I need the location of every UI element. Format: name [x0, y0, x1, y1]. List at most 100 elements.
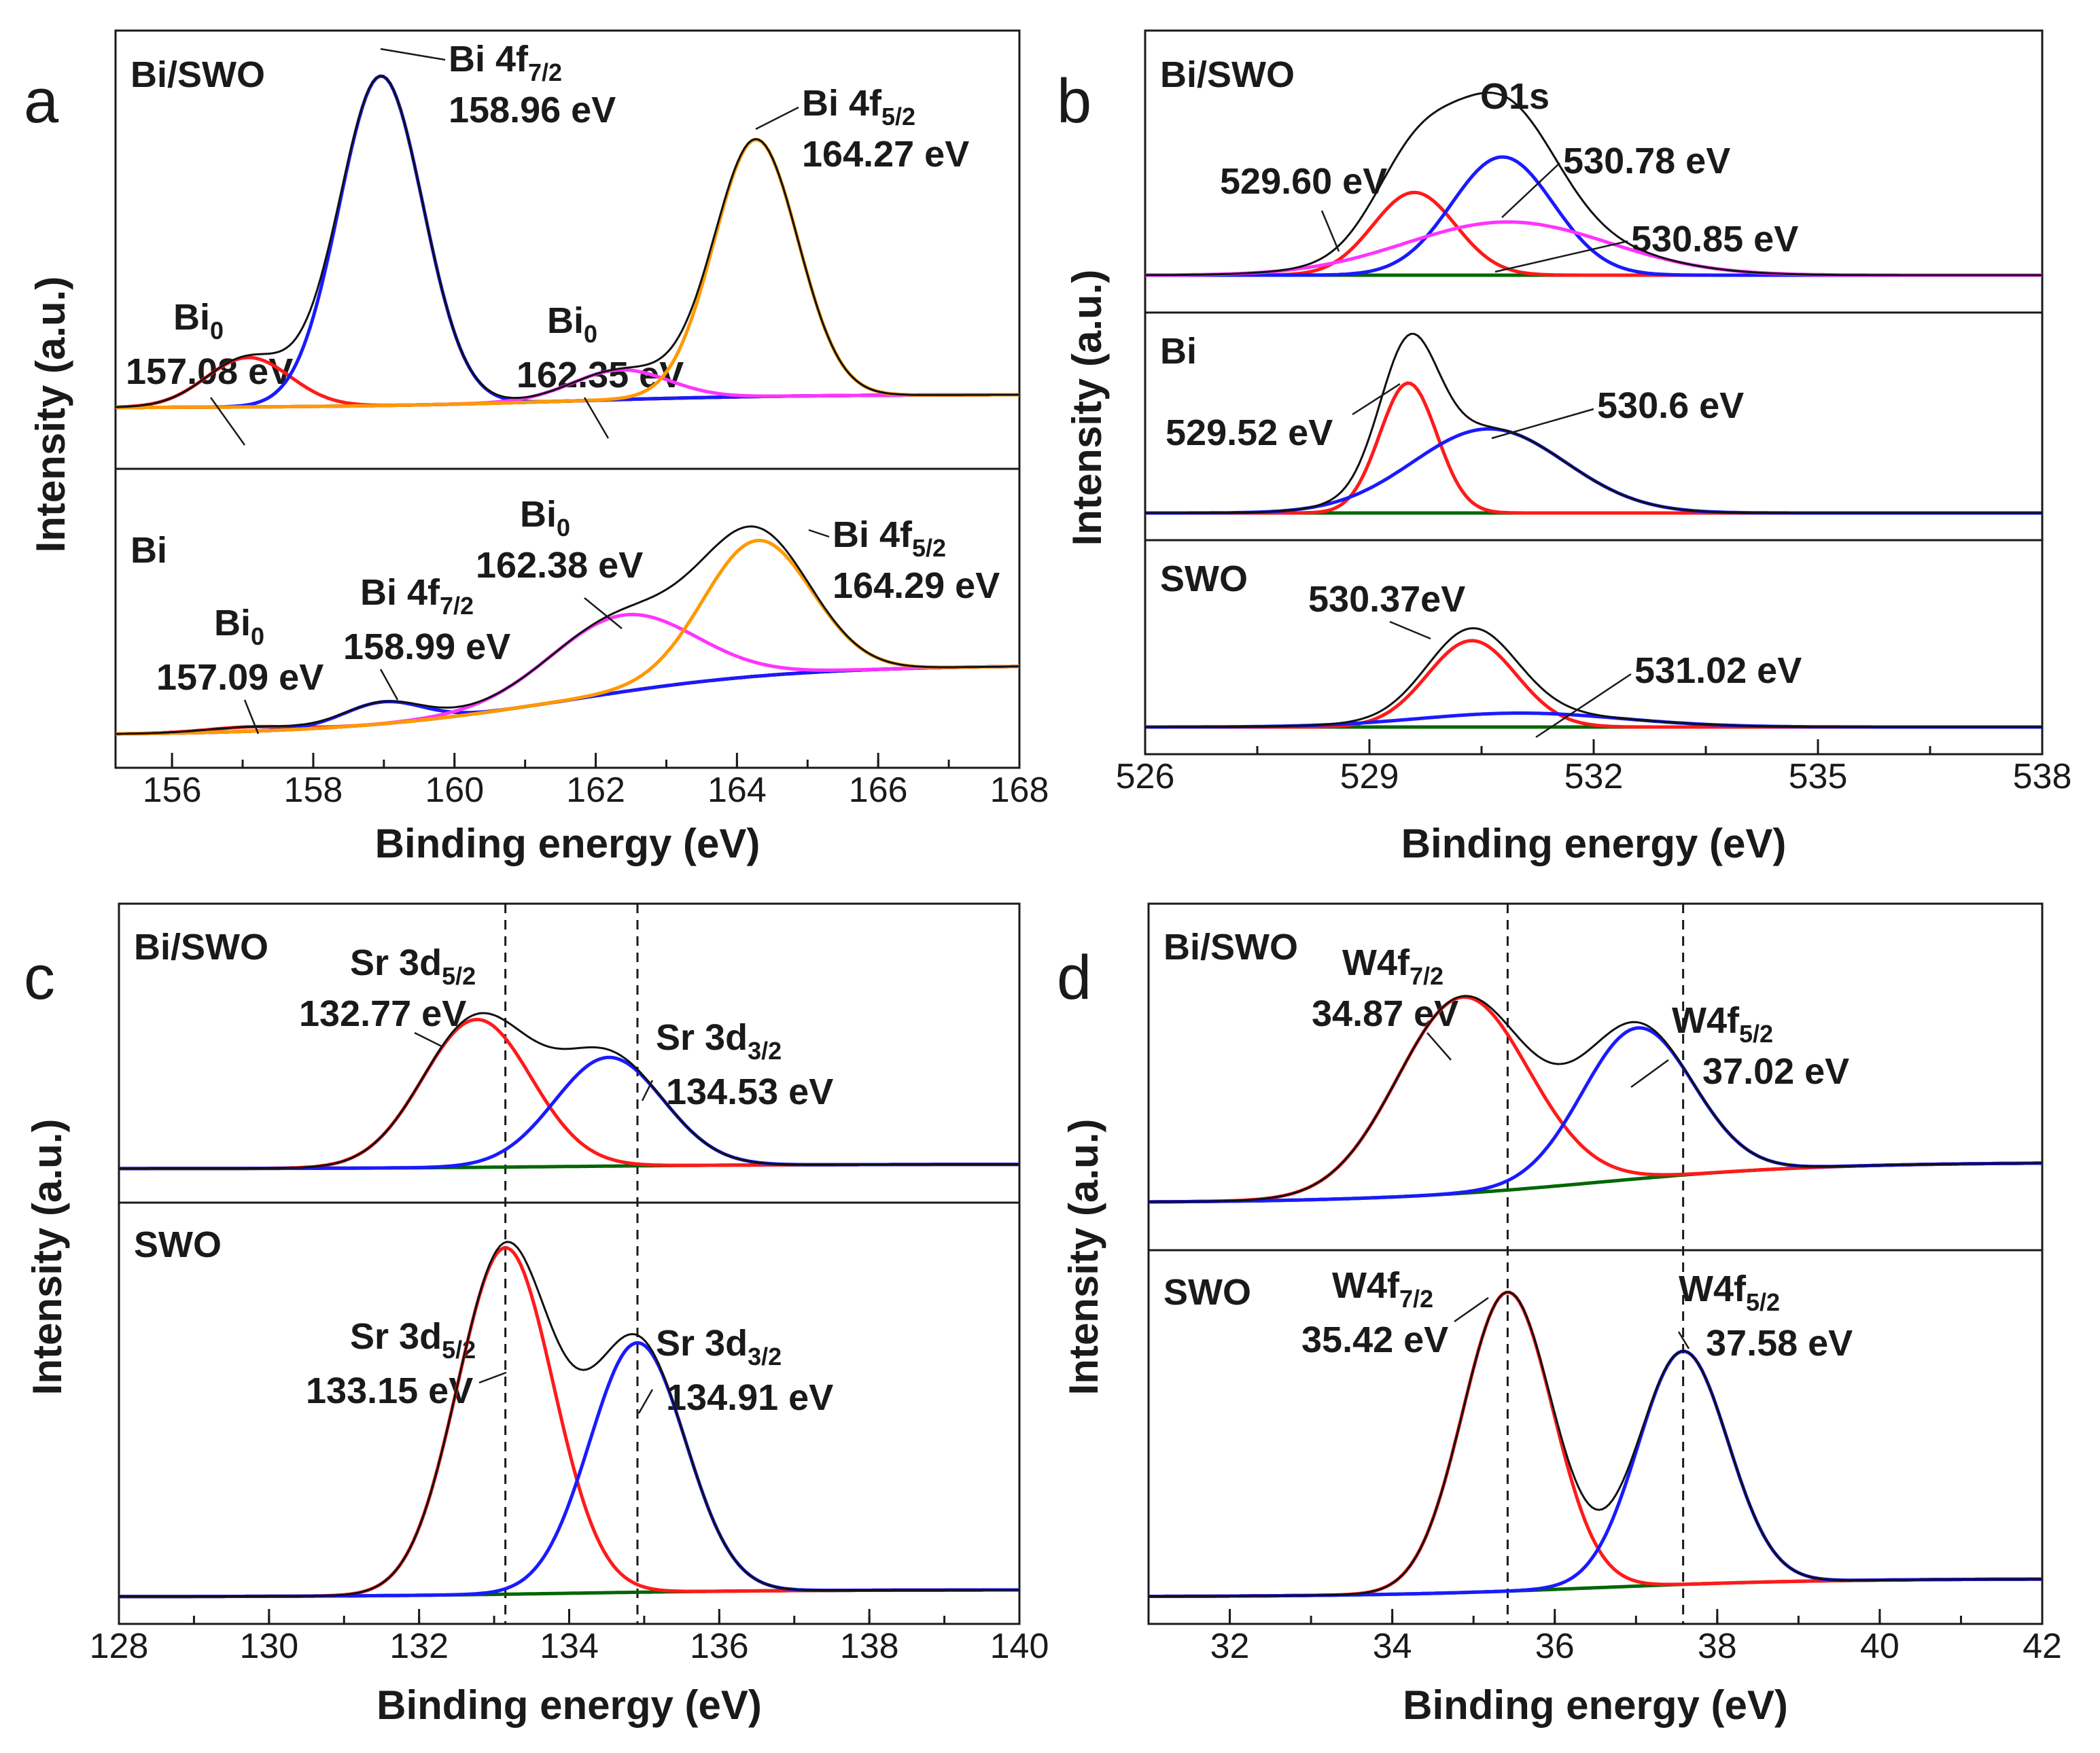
peak-annotation-line1: W4f5/2 [1679, 1269, 1780, 1316]
peak-annotation-line1: Bi0 [547, 300, 597, 348]
y-axis-label: Intensity (a.u.) [1061, 1119, 1106, 1396]
x-tick-label: 128 [90, 1627, 149, 1666]
x-tick-label: 42 [2023, 1627, 2062, 1666]
annotation-leader [808, 529, 830, 538]
annotation-leader [583, 397, 610, 439]
x-axis-label: Binding energy (eV) [377, 1682, 762, 1728]
envelope-curve [119, 1241, 1019, 1598]
x-tick-label: 532 [1564, 757, 1624, 796]
annotation-leader [1535, 673, 1632, 739]
x-tick-label: 36 [1535, 1627, 1575, 1666]
annotation-leader [755, 106, 799, 130]
x-tick-label: 156 [143, 771, 202, 810]
peak-annotation-line2: 34.87 eV [1312, 993, 1458, 1034]
x-tick-label: 529 [1340, 757, 1399, 796]
plot-frame [1144, 29, 2044, 756]
peak-annotation-line2: 134.53 eV [666, 1072, 833, 1112]
peak-annotation-line2: 37.02 eV [1702, 1051, 1849, 1092]
peak-annotation-line1: Bi 4f5/2 [833, 514, 946, 562]
peak-annotation-line1: 531.02 eV [1634, 650, 1802, 691]
annotation-leader [1494, 240, 1628, 273]
envelope-curve [1149, 1291, 2042, 1597]
peak-annotation-line2: 158.99 eV [343, 626, 510, 667]
envelope-curve [119, 1012, 1019, 1170]
envelope-curve [1144, 91, 2042, 277]
y-axis-label: Intensity (a.u.) [28, 277, 73, 553]
annotation-leader [1389, 620, 1431, 640]
annotation-leader [1630, 1059, 1669, 1088]
x-tick-label: 140 [990, 1627, 1049, 1666]
annotation-leader [1677, 1331, 1690, 1349]
x-tick-label: 164 [707, 771, 767, 810]
peak-annotation-line1: W4f5/2 [1672, 1000, 1773, 1048]
peak-blue-curve [1149, 1349, 2042, 1598]
sample-label: Bi [1160, 331, 1197, 372]
peak-red-curve [1145, 190, 2042, 277]
annotation-leader [1352, 383, 1401, 416]
x-tick-label: 34 [1373, 1627, 1412, 1666]
sample-label: Bi/SWO [134, 927, 268, 968]
annotation-leader [641, 1080, 654, 1101]
panel-b: O1s [1144, 29, 2044, 756]
y-axis-label: Intensity (a.u.) [1064, 270, 1110, 546]
peak-annotation-line2: 134.91 eV [666, 1377, 833, 1418]
x-tick-label: 535 [1789, 757, 1848, 796]
peak-annotation-line2: 162.35 eV [517, 355, 684, 395]
peak-red-curve [119, 1018, 1019, 1171]
peak-annotation-line1: W4f7/2 [1342, 942, 1443, 990]
plot-frame [114, 29, 1021, 769]
peak-annotation-line2: 162.38 eV [476, 545, 643, 586]
peak-annotation-line2: 37.58 eV [1706, 1323, 1853, 1364]
envelope-curve [1145, 627, 2042, 728]
x-axis-label: Binding energy (eV) [375, 821, 760, 866]
y-axis-label: Intensity (a.u.) [24, 1119, 70, 1396]
peak-annotation-line2: 157.09 eV [156, 657, 323, 698]
x-tick-label: 138 [840, 1627, 899, 1666]
panel-letter: a [24, 67, 59, 136]
peak-annotation-line1: Sr 3d5/2 [350, 942, 476, 990]
sample-label: Bi [130, 530, 167, 571]
plot-frame [1147, 902, 2044, 1625]
annotation-leader [380, 48, 446, 61]
peak-blue-curve [119, 1341, 1019, 1599]
peak-annotation-line2: 133.15 eV [306, 1370, 473, 1411]
plot-frame [118, 902, 1021, 1625]
peak-annotation-line1: Sr 3d3/2 [656, 1323, 782, 1370]
peak-annotation-line1: 529.52 eV [1166, 412, 1333, 453]
x-tick-label: 38 [1698, 1627, 1737, 1666]
x-tick-label: 40 [1860, 1627, 1900, 1666]
peak-annotation-line1: Bi0 [520, 494, 570, 542]
x-tick-label: 166 [849, 771, 908, 810]
sample-label: Bi/SWO [130, 54, 265, 95]
sample-label: Bi/SWO [1163, 927, 1298, 968]
panel-letter: d [1057, 943, 1091, 1012]
peak-annotation-line1: Sr 3d3/2 [656, 1017, 782, 1065]
x-tick-label: 538 [2013, 757, 2072, 796]
peak-annotation-line2: 164.29 eV [833, 565, 1000, 606]
peak-annotation-line1: 529.60 eV [1220, 161, 1387, 202]
peak-blue-curve [119, 1055, 1019, 1171]
x-axis-label: Binding energy (eV) [1403, 1682, 1788, 1728]
background-curve [1149, 1577, 2042, 1598]
sample-label: SWO [134, 1224, 222, 1265]
peak-annotation-line1: 530.6 eV [1597, 385, 1744, 426]
peak-annotation-line1: Bi0 [173, 297, 224, 344]
x-tick-label: 130 [239, 1627, 298, 1666]
peak-annotation-line2: 132.77 eV [299, 993, 466, 1034]
x-tick-label: 158 [284, 771, 343, 810]
peak-annotation-line1: 530.85 eV [1631, 219, 1798, 260]
sample-label: SWO [1163, 1272, 1251, 1313]
peak-annotation-line2: 35.42 eV [1301, 1320, 1448, 1360]
panel-d [1147, 902, 2044, 1625]
x-tick-label: 168 [990, 771, 1049, 810]
panel-letter: c [24, 943, 55, 1012]
peak-annotation-line1: Bi 4f5/2 [802, 83, 915, 130]
panel-title: O1s [1480, 76, 1550, 117]
peak-annotation-line1: Bi 4f7/2 [449, 39, 562, 86]
sample-label: Bi/SWO [1160, 54, 1295, 95]
envelope-curve [115, 75, 1020, 408]
peak-annotation-line2: 164.27 eV [802, 134, 969, 175]
peak-red-curve [119, 1246, 1019, 1599]
